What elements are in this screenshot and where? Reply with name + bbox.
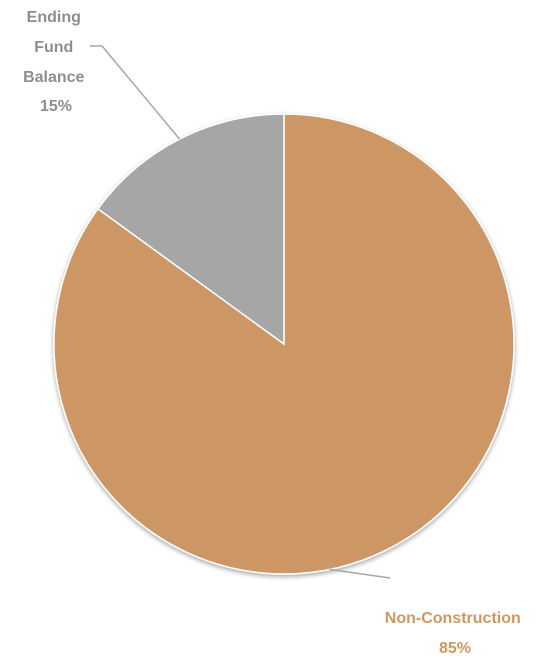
leader-line-ending-fund-balance xyxy=(90,45,181,140)
label-ending-fund-balance-percent: 15% xyxy=(40,98,72,115)
label-non-construction-percent: 85% xyxy=(439,640,471,657)
label-ending-fund-balance-line-2: Fund xyxy=(34,39,73,56)
label-ending-fund-balance-line-3: Balance xyxy=(23,69,84,86)
label-ending-fund-balance-line-1: Ending xyxy=(27,9,81,26)
label-non-construction-line-1: Non-Construction xyxy=(385,610,521,627)
leader-line-non-construction xyxy=(329,568,391,579)
pie-slices xyxy=(53,113,515,575)
label-non-construction: Non-Construction 85% xyxy=(385,610,525,657)
label-ending-fund-balance: Ending Fund Balance 15% xyxy=(23,9,89,115)
